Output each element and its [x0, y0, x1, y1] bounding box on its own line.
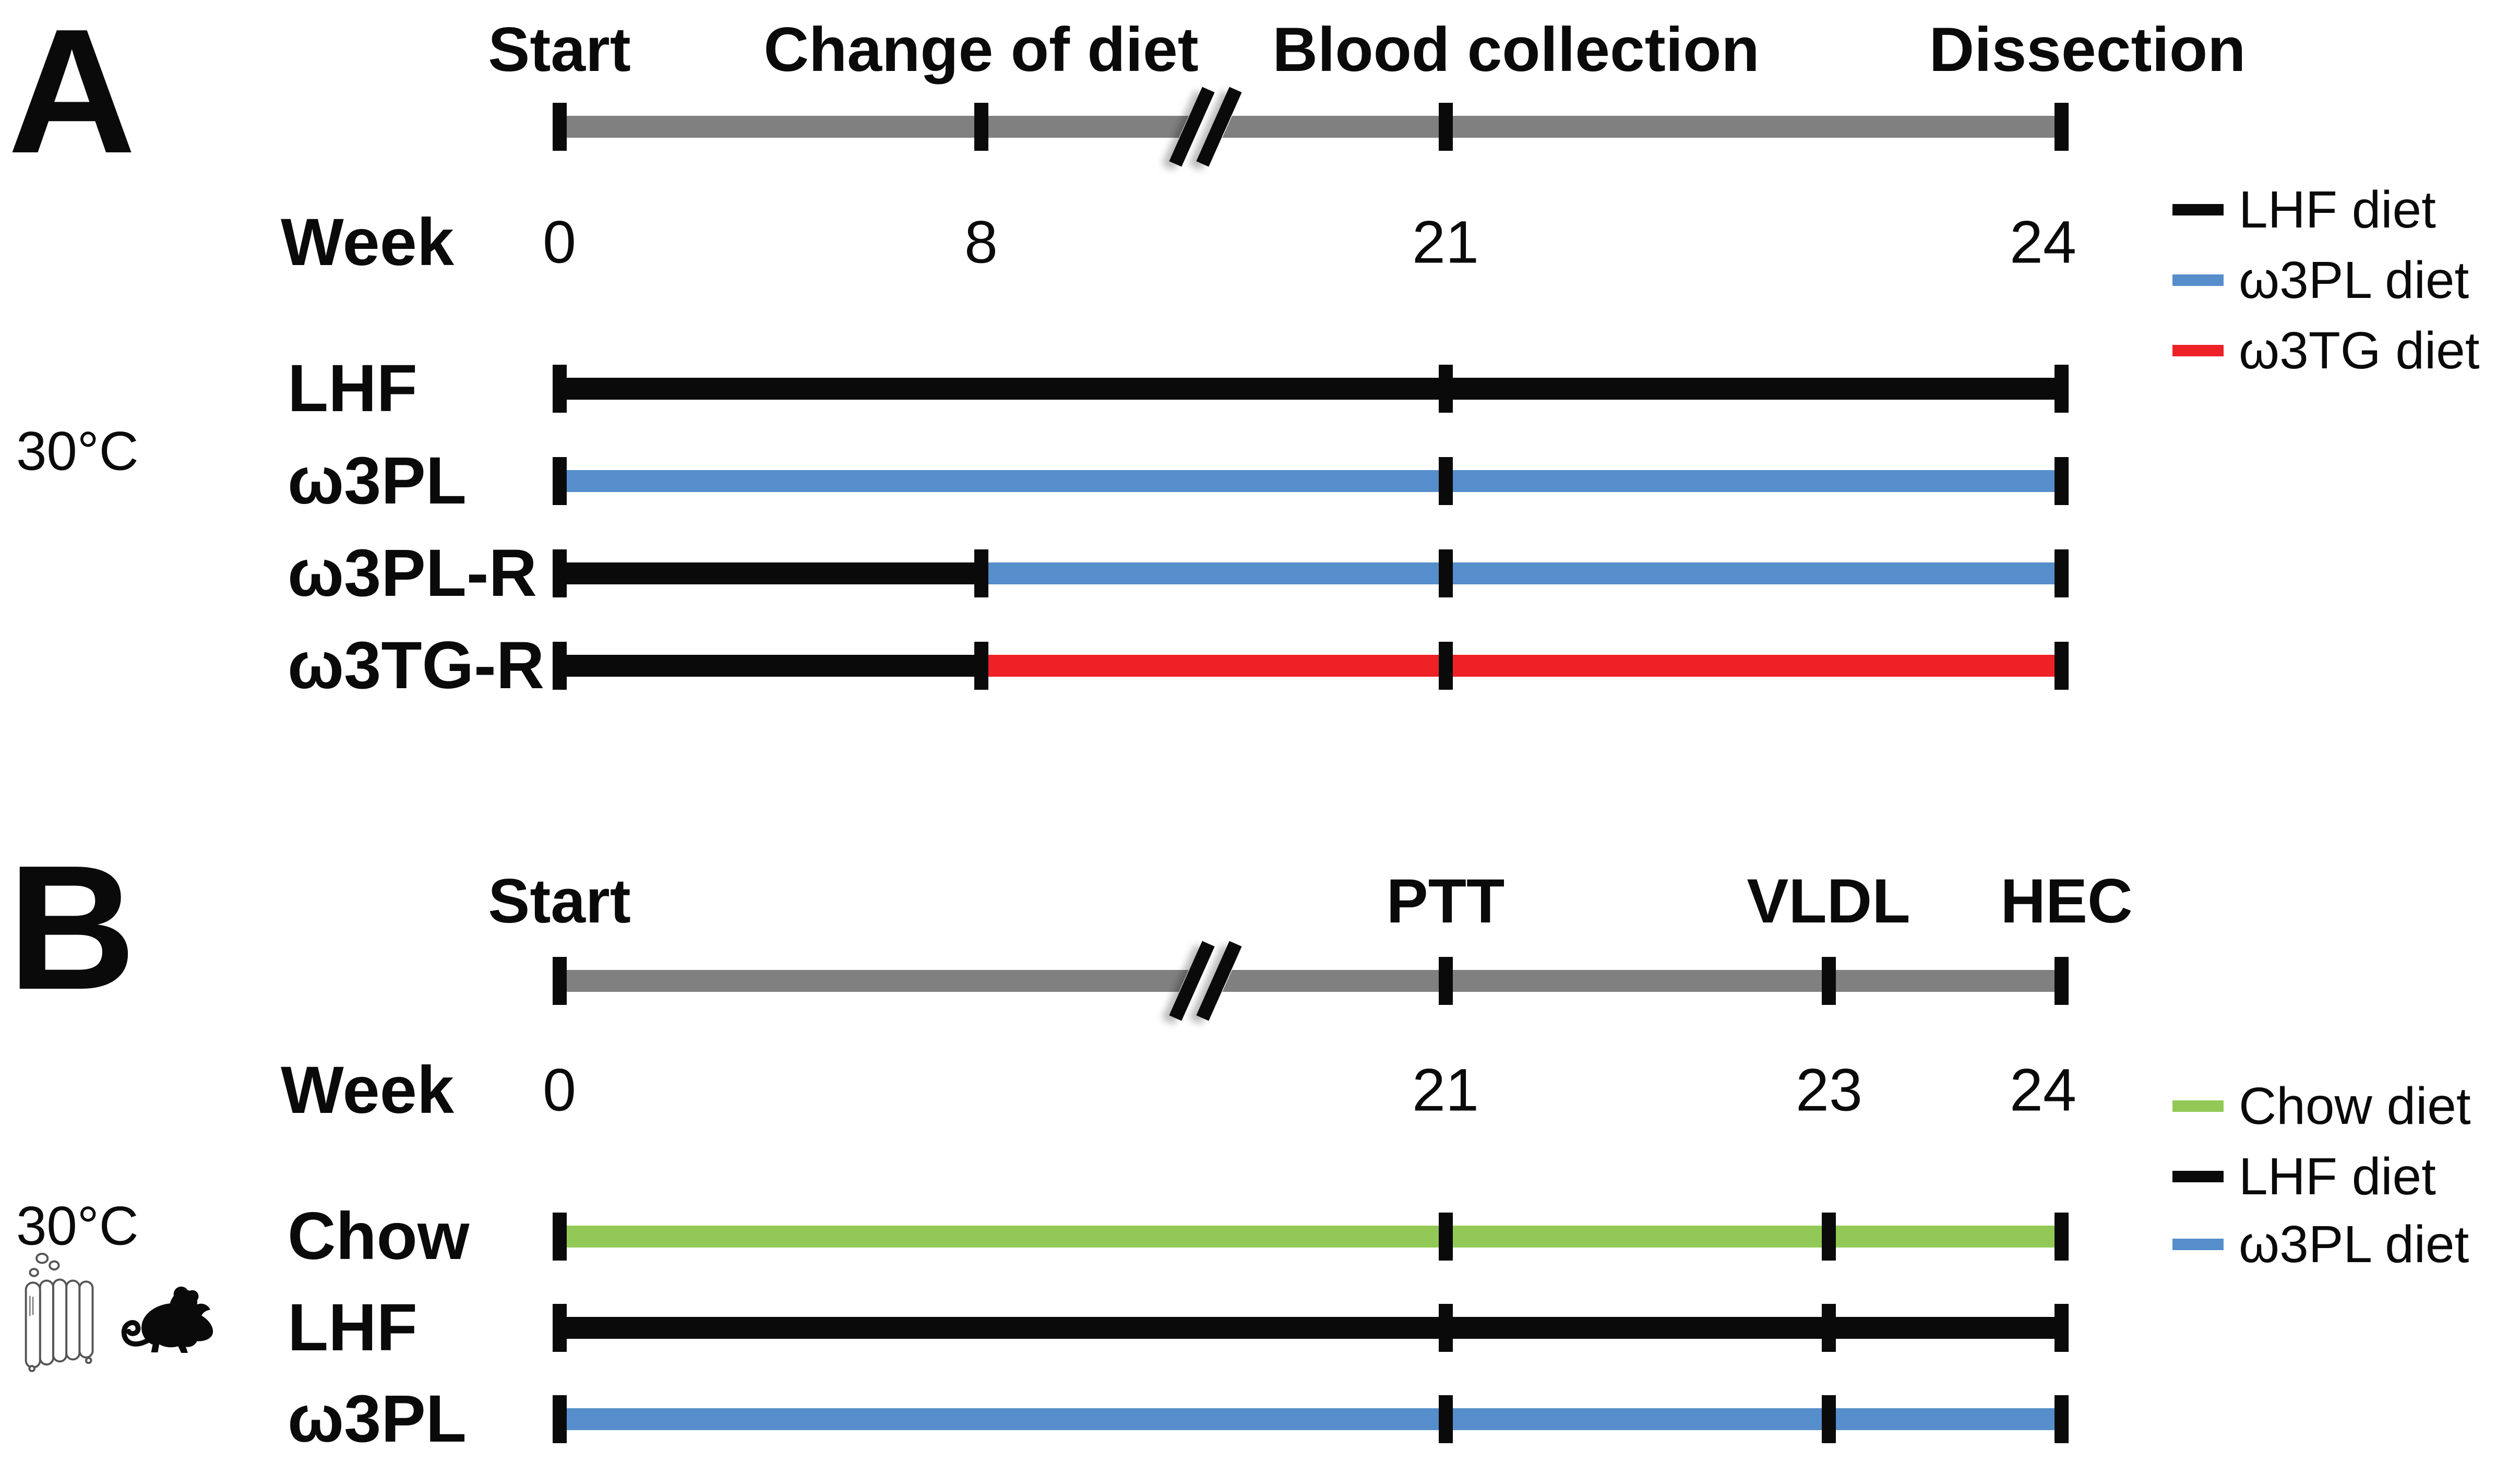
- row-label-w3pl-b: ω3PL: [288, 1382, 467, 1456]
- timeline-bar-a: [559, 116, 2061, 138]
- event-label-blood-collection: Blood collection: [1272, 15, 1760, 85]
- timeline-a-tick-week-8: [974, 103, 988, 151]
- timeline-bar-b: [559, 970, 2061, 992]
- row-w3tg-r-tick-8: [974, 642, 988, 690]
- legend-swatch-lhf-diet-b: [2172, 1171, 2224, 1182]
- legend-label-w3pl-diet-b: ω3PL diet: [2239, 1215, 2469, 1274]
- legend-label-w3pl-diet-a: ω3PL diet: [2239, 251, 2469, 309]
- row-w3pl-b-tick-23: [1822, 1395, 1836, 1443]
- week-number-0-b: 0: [543, 1057, 576, 1124]
- diet-bar-w3pl-r-seg1: [559, 562, 981, 584]
- diet-bar-w3tg-r-seg1: [559, 655, 981, 677]
- week-axis-label-a: Week: [281, 205, 455, 280]
- row-w3pl-r-tick-8: [974, 549, 988, 597]
- row-w3pl-b-tick-0: [553, 1395, 567, 1443]
- row-w3tg-r-tick-21: [1439, 642, 1453, 690]
- event-label-change-of-diet: Change of diet: [763, 15, 1199, 85]
- timeline-b-tick-week-21: [1439, 957, 1453, 1005]
- row-lhf-b-tick-24: [2055, 1304, 2069, 1352]
- week-number-8-a: 8: [964, 209, 998, 276]
- timeline-b-tick-week-23: [1822, 957, 1836, 1005]
- legend-label-chow-diet: Chow diet: [2239, 1077, 2471, 1135]
- panel-b-label: B: [8, 829, 136, 1027]
- legend-swatch-chow-diet: [2172, 1100, 2224, 1112]
- week-number-21-a: 21: [1412, 209, 1479, 276]
- event-label-ptt: PTT: [1386, 866, 1505, 936]
- row-chow-tick-21: [1439, 1213, 1453, 1261]
- diet-bar-w3pl-r-seg2: [981, 562, 2061, 584]
- event-label-start-a: Start: [488, 15, 631, 85]
- event-label-dissection: Dissection: [1929, 15, 2246, 85]
- row-lhf-a-tick-24: [2055, 365, 2069, 413]
- row-label-w3pl-r: ω3PL-R: [288, 536, 537, 610]
- event-label-hec: HEC: [2000, 866, 2133, 936]
- row-w3tg-r-tick-0: [553, 642, 567, 690]
- diet-bar-lhf-b: [559, 1317, 2061, 1339]
- week-number-0-a: 0: [543, 209, 576, 276]
- row-label-chow: Chow: [288, 1199, 470, 1274]
- row-lhf-b-tick-21: [1439, 1304, 1453, 1352]
- timeline-a-tick-week-24: [2055, 103, 2069, 151]
- row-label-lhf-b: LHF: [288, 1290, 417, 1365]
- row-label-w3tg-r: ω3TG-R: [288, 628, 545, 703]
- row-w3pl-r-tick-24: [2055, 549, 2069, 597]
- temperature-label-a: 30°C: [16, 421, 139, 482]
- diet-bar-w3pl-a: [559, 470, 2061, 492]
- legend-label-lhf-diet-b: LHF diet: [2239, 1147, 2436, 1206]
- week-number-24-b: 24: [2010, 1057, 2076, 1124]
- row-w3pl-b-tick-24: [2055, 1395, 2069, 1443]
- row-lhf-a-tick-0: [553, 365, 567, 413]
- temperature-label-b: 30°C: [16, 1195, 139, 1257]
- legend-swatch-w3pl-diet-b: [2172, 1239, 2224, 1250]
- row-lhf-a-tick-21: [1439, 365, 1453, 413]
- week-axis-label-b: Week: [281, 1053, 455, 1128]
- row-w3pl-r-tick-21: [1439, 549, 1453, 597]
- timeline-b-tick-week-0: [553, 957, 567, 1005]
- row-chow-tick-0: [553, 1213, 567, 1261]
- legend-label-lhf-diet-a: LHF diet: [2239, 181, 2436, 239]
- diet-bar-chow: [559, 1226, 2061, 1248]
- panel-a-label: A: [8, 0, 136, 190]
- week-number-24-a: 24: [2010, 209, 2076, 276]
- row-label-w3pl-a: ω3PL: [288, 443, 467, 518]
- row-w3pl-r-tick-0: [553, 549, 567, 597]
- row-w3pl-a-tick-0: [553, 457, 567, 505]
- row-w3pl-b-tick-21: [1439, 1395, 1453, 1443]
- timeline-a-tick-week-21: [1439, 103, 1453, 151]
- week-number-21-b: 21: [1412, 1057, 1479, 1124]
- event-label-vldl: VLDL: [1747, 866, 1910, 936]
- row-w3tg-r-tick-24: [2055, 642, 2069, 690]
- mouse-icon: [120, 1276, 232, 1362]
- row-chow-tick-24: [2055, 1213, 2069, 1261]
- legend-swatch-w3pl-diet-a: [2172, 274, 2224, 286]
- row-w3pl-a-tick-24: [2055, 457, 2069, 505]
- legend-label-w3tg-diet: ω3TG diet: [2239, 321, 2480, 380]
- event-label-start-b: Start: [488, 866, 631, 936]
- diet-bar-lhf-a: [559, 378, 2061, 400]
- legend-swatch-lhf-diet-a: [2172, 204, 2224, 215]
- timeline-b-tick-week-24: [2055, 957, 2069, 1005]
- row-lhf-b-tick-0: [553, 1304, 567, 1352]
- week-number-23-b: 23: [1796, 1057, 1862, 1124]
- diet-bar-w3pl-b: [559, 1408, 2061, 1430]
- row-lhf-b-tick-23: [1822, 1304, 1836, 1352]
- heater-icon: [20, 1250, 101, 1372]
- row-w3pl-a-tick-21: [1439, 457, 1453, 505]
- legend-swatch-w3tg-diet: [2172, 345, 2224, 356]
- row-chow-tick-23: [1822, 1213, 1836, 1261]
- row-label-lhf-a: LHF: [288, 351, 417, 426]
- diet-bar-w3tg-r-seg2: [981, 655, 2061, 677]
- timeline-a-tick-week-0: [553, 103, 567, 151]
